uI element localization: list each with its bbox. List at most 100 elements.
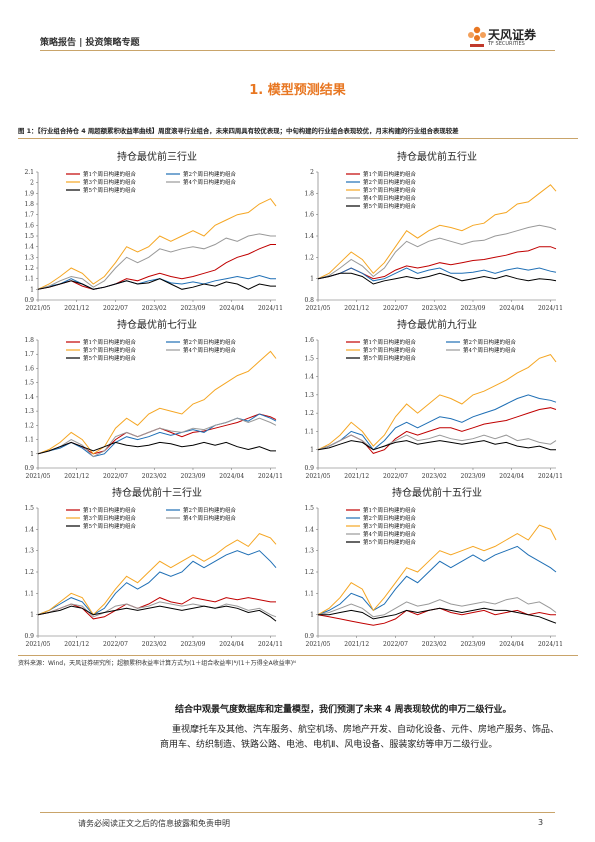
x-tick-label: 2021/05 [306,641,331,648]
x-tick-label: 2021/12 [64,641,89,648]
x-tick-label: 2023/02 [142,473,167,480]
legend-label: 第1个周日构建的组合 [363,506,416,514]
y-tick-label: 1 [310,276,314,283]
x-tick-label: 2023/09 [461,473,486,480]
x-tick-label: 2021/12 [344,305,369,312]
legend-label: 第3个周日构建的组合 [83,346,136,354]
y-tick-label: 1.4 [304,526,314,533]
x-tick-label: 2023/09 [461,641,486,648]
chart-title: 持仓最优前七行业 [117,318,197,331]
legend-label: 第5个周日构建的组合 [363,354,416,362]
legend-label: 第2个周日构建的组合 [183,506,236,514]
legend-label: 第5个周日构建的组合 [83,354,136,362]
series-line [317,394,557,451]
y-tick-label: 0.8 [304,297,314,304]
y-tick-label: 1.5 [304,355,314,362]
y-tick-label: 2 [30,180,34,187]
y-tick-label: 1.6 [24,365,34,372]
x-tick-label: 2022/07 [383,641,408,648]
series-line [317,597,557,618]
y-tick-label: 0.9 [24,465,34,472]
x-tick-label: 2023/09 [181,305,206,312]
y-tick-label: 1.2 [304,410,314,417]
section-title: 1. 模型预测结果 [249,83,346,98]
legend-label: 第4个周日构建的组合 [183,514,236,522]
y-tick-label: 1.1 [24,590,34,597]
x-tick-label: 2022/07 [103,473,128,480]
legend-label: 第1个周日构建的组合 [83,338,136,346]
x-tick-label: 2024/11 [538,641,563,648]
y-tick-label: 1 [310,612,314,619]
source-rule [18,655,578,656]
series-line [37,597,276,620]
series-line [37,417,277,458]
chart-title: 持仓最优前三行业 [117,150,197,163]
x-tick-label: 2024/11 [538,305,563,312]
y-tick-label: 1.5 [304,505,314,512]
series-line [318,607,557,624]
legend-label: 第1个周日构建的组合 [83,506,136,514]
chart-title: 持仓最优前五行业 [397,150,477,163]
x-tick-label: 2022/07 [383,473,408,480]
y-tick-label: 1.7 [24,351,34,358]
y-tick-label: 1.1 [24,276,34,283]
series-line [37,198,277,290]
x-tick-label: 2023/02 [142,641,167,648]
legend-label: 第3个周日构建的组合 [83,514,136,522]
x-tick-label: 2021/12 [64,305,89,312]
y-tick-label: 1.4 [24,394,34,401]
y-tick-label: 1.3 [304,548,314,555]
y-tick-label: 1.1 [24,437,34,444]
y-tick-label: 1.6 [24,222,34,229]
chart-title: 持仓最优前十五行业 [392,486,482,499]
y-tick-label: 1.4 [304,374,314,381]
legend-label: 第1个周日构建的组合 [83,170,136,178]
series-line [37,244,276,290]
x-tick-label: 2024/04 [499,305,524,312]
x-tick-label: 2023/02 [142,305,167,312]
y-tick-label: 1.8 [304,190,314,197]
x-tick-label: 2024/04 [499,641,524,648]
legend-label: 第4个周日构建的组合 [183,178,236,186]
x-tick-label: 2023/02 [422,641,447,648]
series-line [317,354,557,451]
y-tick-label: 1 [30,451,34,458]
x-tick-label: 2024/11 [258,641,283,648]
series-line [37,605,277,622]
y-tick-label: 1.7 [24,212,34,219]
legend-label: 第4个周日构建的组合 [363,530,416,538]
legend-label: 第4个周日构建的组合 [463,346,516,354]
x-tick-label: 2023/02 [422,473,447,480]
legend-label: 第5个周日构建的组合 [83,522,136,530]
x-tick-label: 2021/12 [344,641,369,648]
header-title: 策略报告 | 投资策略专题 [40,38,140,48]
y-tick-label: 1 [30,286,34,293]
x-tick-label: 2024/11 [538,473,563,480]
y-tick-label: 1.3 [24,548,34,555]
x-tick-label: 2024/04 [219,305,244,312]
x-tick-label: 2024/04 [219,641,244,648]
y-tick-label: 2 [310,169,314,176]
x-tick-label: 2021/12 [64,473,89,480]
logo-subtext: TF SECURITIES [488,41,525,47]
series-line [317,272,557,285]
y-tick-label: 0.9 [24,297,34,304]
legend-label: 第1个周日构建的组合 [363,170,416,178]
x-tick-label: 2023/09 [461,305,486,312]
series-line [317,440,556,451]
footer-disclaimer: 请务必阅读正文之后的信息披露和免责申明 [78,819,230,828]
x-tick-label: 2021/05 [26,473,51,480]
x-tick-label: 2023/09 [181,473,206,480]
chart-title: 持仓最优前十三行业 [112,486,202,499]
series-line [317,224,557,280]
legend-label: 第5个周日构建的组合 [363,202,416,210]
legend-label: 第3个周日构建的组合 [83,178,136,186]
series-line [37,550,277,616]
series-line [317,545,557,616]
page-number: 3 [538,818,544,827]
y-tick-label: 1.2 [304,569,314,576]
legend-label: 第3个周日构建的组合 [363,186,416,194]
y-tick-label: 1.2 [24,422,34,429]
logo-icon [468,26,486,47]
legend-label: 第1个周日构建的组合 [363,338,416,346]
